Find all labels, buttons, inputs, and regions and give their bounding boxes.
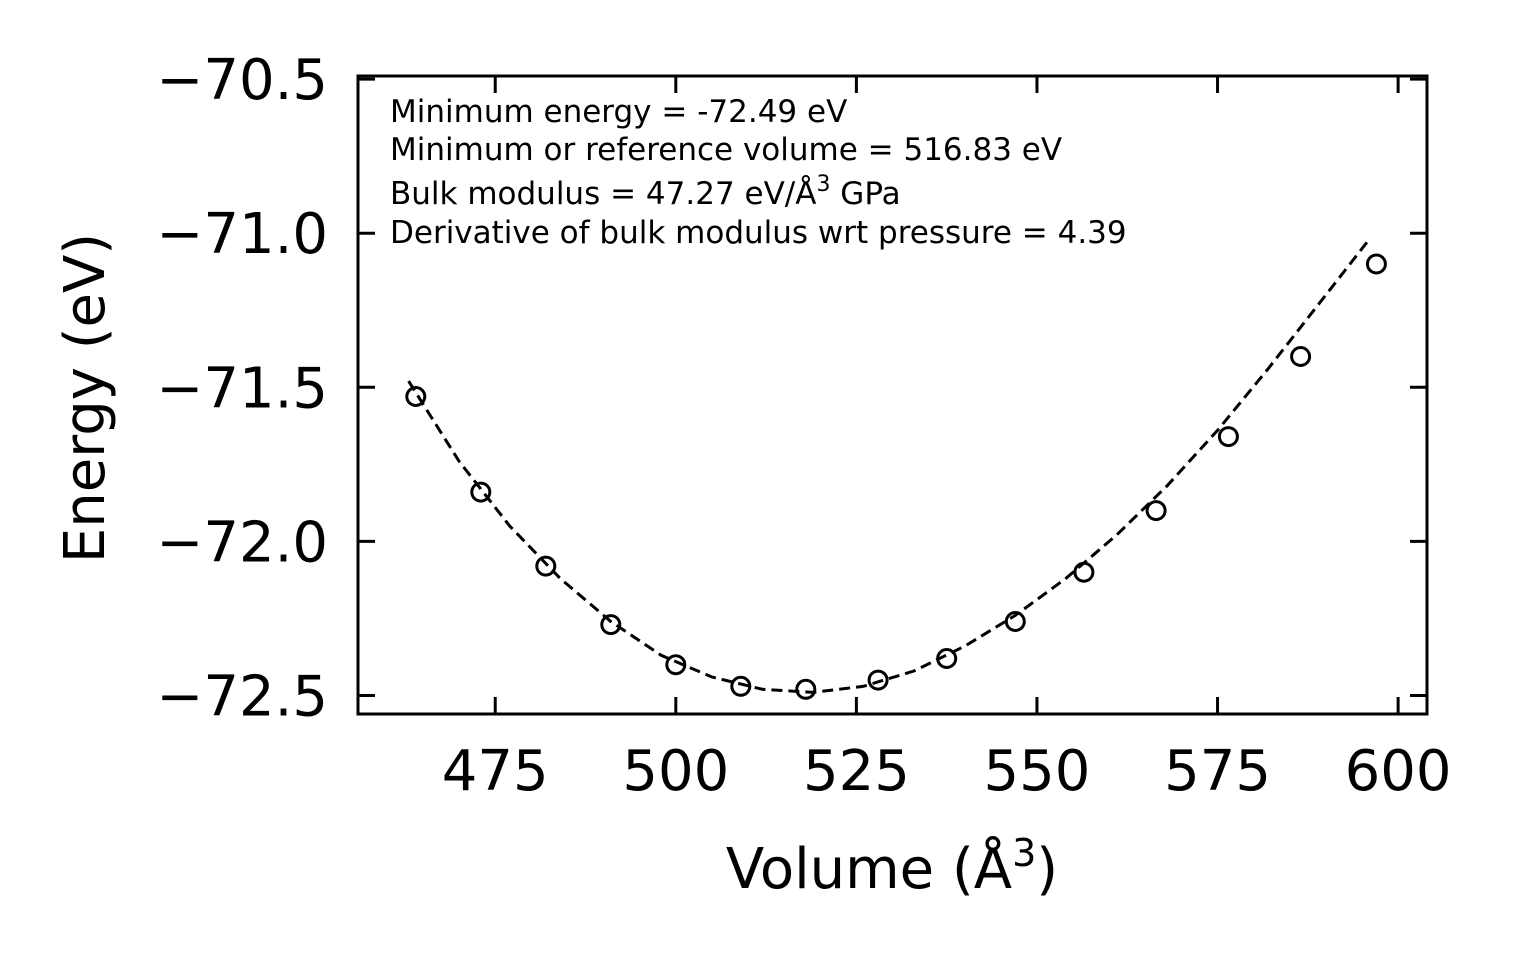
x-tick-label: 525 [803,739,910,804]
y-tick-label: −72.5 [156,665,328,730]
fit-curve-layer [407,238,1371,694]
data-point [936,648,958,669]
data-point [730,675,752,697]
data-point [535,555,557,577]
x-tick-label: 575 [1164,739,1271,804]
y-tick-label: −72.0 [156,510,328,575]
x-axis-label: Volume (Å3) [726,831,1058,902]
x-tick-label: 475 [442,739,549,804]
y-axis-label: Energy (eV) [53,233,118,563]
annotation-min-energy: Minimum energy = -72.49 eV [390,94,847,130]
data-point [867,669,889,691]
y-tick-label: −71.5 [156,356,328,421]
annotation-min-volume: Minimum or reference volume = 516.83 eV [390,132,1062,168]
y-tick-label: −71.0 [156,202,328,267]
data-point [1145,500,1167,522]
data-point [405,386,427,407]
ticks-layer: 475 500 525 550 575 600 −72.5 −72.0 −71.5 −71.0 −7… [156,48,1451,804]
data-point [1004,611,1026,632]
plot-frame [356,74,1429,716]
data-point [470,481,492,503]
x-tick-label: 600 [1345,739,1452,804]
data-point [795,678,817,700]
y-tick-label: −70.5 [156,48,328,113]
fit-curve [407,238,1371,694]
x-tick-label: 500 [622,739,729,804]
data-point [1073,561,1095,583]
x-tick-label: 550 [984,739,1091,804]
data-point [600,614,622,636]
annotation-box: Minimum energy = -72.49 eV Minimum or re… [390,94,1127,251]
annotation-bulk-derivative: Derivative of bulk modulus wrt pressure … [390,215,1127,251]
annotation-bulk-modulus: Bulk modulus = 47.27 eV/Å3 GPa [390,172,901,212]
data-point [1217,426,1239,448]
data-points-layer [405,253,1387,700]
data-point [1290,346,1312,367]
data-point [665,654,687,676]
data-point [1365,253,1387,275]
